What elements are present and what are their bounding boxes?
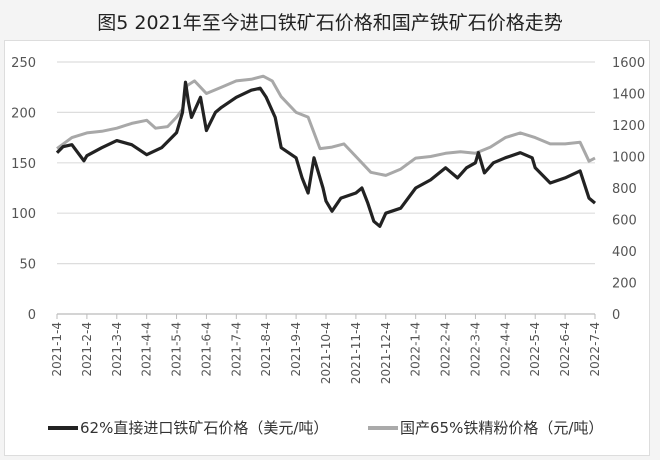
legend-item-domestic: 国产65%铁精粉价格（元/吨） [368, 417, 603, 438]
legend-label: 62%直接进口铁矿石价格（美元/吨） [80, 419, 329, 437]
x-tick-label: 2022-1-4 [409, 322, 423, 376]
x-tick-label: 2022-4-4 [498, 322, 512, 376]
x-tick-label: 2021-8-4 [259, 322, 273, 376]
chart-frame [4, 40, 650, 456]
series-line-domestic [56, 74, 596, 177]
y-right-tick-label: 1000 [612, 151, 645, 166]
x-tick-label: 2021-10-4 [319, 322, 333, 384]
y-right-tick-label: 600 [612, 214, 637, 229]
x-tick-label: 2022-5-4 [528, 322, 542, 376]
y-right-tick-label: 400 [612, 245, 637, 260]
series-line-imported [55, 80, 597, 228]
chart-title: 图5 2021年至今进口铁矿石价格和国产铁矿石价格走势 [97, 12, 563, 34]
x-tick-label: 2021-2-4 [80, 322, 94, 376]
x-tick-label: 2021-4-4 [140, 322, 154, 376]
y-left-tick-label: 100 [11, 207, 36, 222]
x-tick-label: 2021-12-4 [379, 322, 393, 384]
y-left-tick-label: 250 [11, 56, 36, 71]
y-right-tick-label: 800 [612, 182, 637, 197]
x-tick-label: 2021-7-4 [229, 322, 243, 376]
legend-label: 国产65%铁精粉价格（元/吨） [400, 419, 604, 437]
legend-item-imported: 62%直接进口铁矿石价格（美元/吨） [48, 417, 328, 438]
x-tick-label: 2021-6-4 [199, 322, 213, 376]
x-tick-label: 2021-3-4 [110, 322, 124, 376]
y-right-tick-label: 1200 [612, 119, 645, 134]
y-right-tick-label: 0 [612, 308, 620, 323]
y-right-tick-label: 1600 [612, 56, 645, 71]
y-right-tick-label: 1400 [612, 88, 645, 103]
x-tick-label: 2021-11-4 [349, 322, 363, 384]
y-left-tick-label: 50 [19, 258, 36, 273]
y-left-tick-label: 200 [11, 106, 36, 121]
x-tick-label: 2021-9-4 [289, 322, 303, 376]
legend-swatch-gray [368, 425, 398, 430]
x-tick-label: 2022-2-4 [439, 322, 453, 376]
x-tick-label: 2022-6-4 [558, 322, 572, 376]
x-tick-label: 2022-7-4 [588, 322, 602, 376]
y-left-tick-label: 0 [28, 308, 36, 323]
x-tick-label: 2021-5-4 [170, 322, 184, 376]
y-right-tick-label: 200 [612, 277, 637, 292]
x-tick-label: 2021-1-4 [50, 322, 64, 376]
y-left-tick-label: 150 [11, 157, 36, 172]
x-tick-label: 2022-3-4 [468, 322, 482, 376]
legend-swatch-black [48, 425, 78, 430]
